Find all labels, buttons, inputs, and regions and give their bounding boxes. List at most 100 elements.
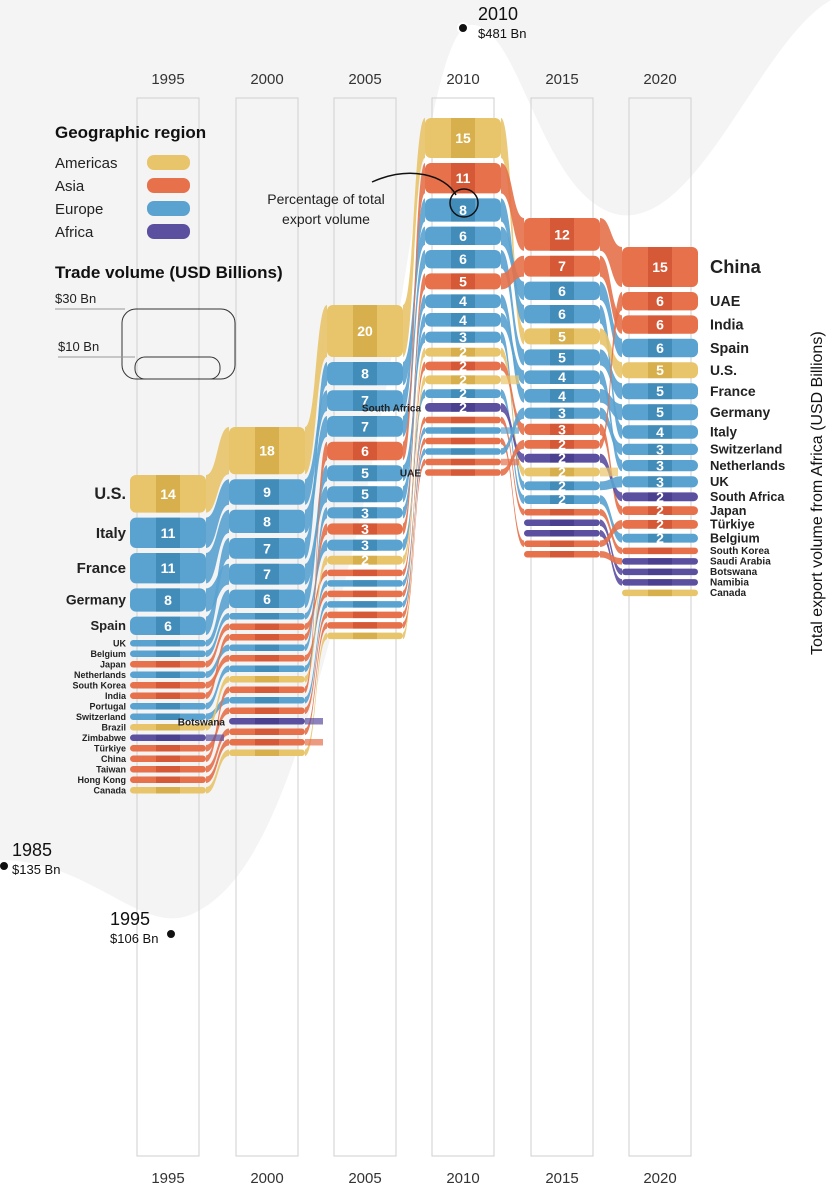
bar-core [550, 407, 574, 419]
bar-core [648, 547, 672, 555]
value-label: 7 [558, 258, 566, 274]
bar-core [648, 558, 672, 565]
flow-band [206, 538, 229, 635]
flow-stub [501, 458, 519, 466]
country-label-u-s: U.S. [94, 485, 126, 503]
bar-core [451, 361, 475, 371]
value-label: 3 [656, 441, 664, 457]
value-label: 2 [558, 478, 566, 494]
flow-band [206, 749, 229, 794]
value-label: 2 [459, 399, 467, 415]
bar-core [550, 509, 574, 516]
bar-core [550, 349, 574, 366]
value-label: 4 [656, 424, 664, 440]
year-label-bottom: 2010 [446, 1170, 479, 1187]
flow-band [600, 551, 622, 565]
flow-band [501, 416, 524, 516]
bar-core [255, 479, 279, 505]
value-label: 11 [456, 170, 471, 186]
legend-volume-large-box [121, 308, 236, 380]
flow-band [305, 416, 327, 533]
bar-core [353, 611, 377, 619]
country-label-germany: Germany [710, 404, 770, 420]
value-label: 6 [656, 340, 664, 356]
value-label: 6 [558, 306, 566, 322]
country-label-italy: Italy [96, 525, 127, 542]
bar-core [451, 347, 475, 357]
flow-band [305, 507, 327, 651]
bar-core [648, 506, 672, 515]
bar-core [156, 755, 180, 762]
bar-core [648, 476, 672, 488]
value-label: 3 [656, 458, 664, 474]
country-label-uk: UK [113, 638, 126, 648]
country-label-botswana: Botswana [710, 567, 758, 578]
flow-band [600, 520, 622, 547]
bar-core [648, 460, 672, 472]
country-label-taiwan: Taiwan [96, 764, 126, 774]
total-year: 1995 [110, 909, 150, 929]
bar-core [156, 661, 180, 668]
bar-core [156, 787, 180, 794]
bar-core [353, 305, 377, 357]
bar-core [550, 453, 574, 463]
bar-core [550, 218, 574, 251]
bar-core [353, 523, 377, 535]
flow-band [600, 495, 622, 543]
bar-core [648, 425, 672, 439]
bar-core [255, 623, 279, 630]
value-label: 2 [558, 436, 566, 452]
country-label-saudi-arabia: Saudi Arabia [710, 557, 771, 568]
bar-core [255, 655, 279, 662]
flow-band [305, 362, 327, 559]
bar-core [156, 616, 180, 635]
value-label: 8 [263, 513, 271, 529]
year-label-bottom: 2020 [643, 1170, 676, 1187]
bar-core [451, 250, 475, 269]
year-label-top: 2010 [446, 71, 479, 88]
bar-core [255, 728, 279, 735]
year-gridline [530, 97, 594, 1157]
year-label-top: 2020 [643, 71, 676, 88]
legend-swatch-asia [147, 178, 190, 193]
chart-title: Total export volume from Africa (USD Bil… [809, 331, 826, 655]
country-label-spain: Spain [90, 618, 126, 633]
flow-band [206, 479, 229, 548]
bar-core [353, 441, 377, 461]
year-label-bottom: 1995 [151, 1170, 184, 1187]
country-label-zimbabwe: Zimbabwe [82, 733, 126, 743]
flow-stub [600, 467, 618, 477]
bar-core [648, 579, 672, 586]
flow-band [206, 634, 229, 699]
value-label: 2 [459, 372, 467, 388]
bar-core [451, 437, 475, 445]
value-label: 8 [361, 366, 369, 382]
flow-band [501, 163, 524, 251]
flow-band [206, 728, 229, 773]
flow-band [501, 389, 524, 504]
flow-band [403, 313, 425, 519]
bar-core [451, 294, 475, 308]
bar-core [255, 686, 279, 693]
value-label: 7 [361, 418, 369, 434]
bar-core [156, 766, 180, 773]
year-label-top: 2000 [250, 71, 283, 88]
value-label: 6 [263, 591, 271, 607]
bar-core [353, 590, 377, 598]
legend-label-africa: Africa [55, 224, 94, 241]
bar-core [451, 226, 475, 245]
flow-band [403, 375, 425, 640]
bar-core [156, 734, 180, 741]
flow-band [206, 427, 229, 513]
value-label: 2 [459, 344, 467, 360]
bar-core [353, 362, 377, 386]
bar-core [353, 622, 377, 629]
bar-core [648, 362, 672, 379]
flow-band [403, 118, 425, 357]
bar-core [550, 255, 574, 277]
value-label: 2 [558, 464, 566, 480]
flow-band [305, 555, 327, 683]
value-label: 6 [459, 228, 467, 244]
bar-core [648, 568, 672, 576]
